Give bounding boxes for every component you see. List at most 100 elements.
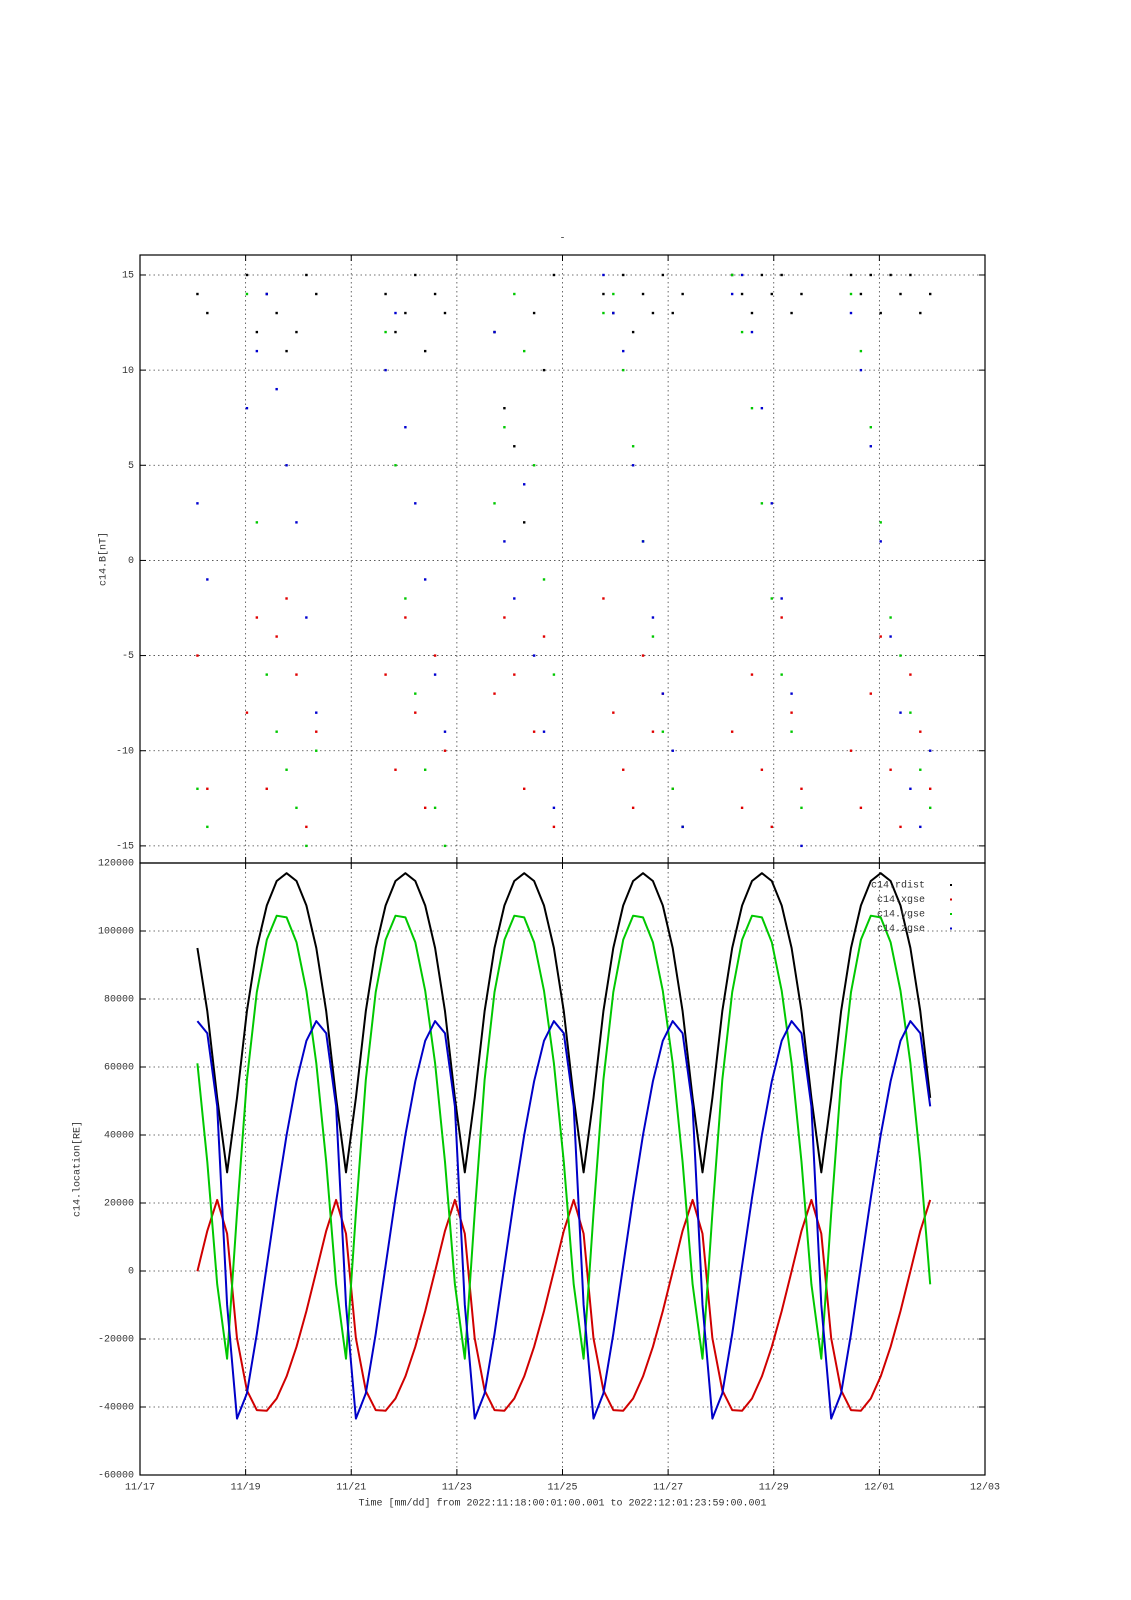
scatter-point <box>433 292 437 296</box>
scatter-point <box>414 692 417 695</box>
scatter-point <box>404 597 407 600</box>
scatter-point <box>285 597 288 600</box>
scatter-point <box>513 673 516 676</box>
scatter-point <box>275 387 278 391</box>
scatter-point <box>384 368 387 372</box>
legend-swatch <box>950 913 952 915</box>
scatter-point <box>443 844 447 848</box>
x-tick-label: 11/25 <box>547 1482 577 1494</box>
scatter-point <box>760 502 764 505</box>
legend-swatch <box>950 884 952 886</box>
scatter-point <box>671 749 674 752</box>
scatter-point <box>523 349 526 353</box>
scatter-point <box>622 349 625 353</box>
scatter-point <box>404 311 407 315</box>
scatter-point <box>681 825 684 829</box>
scatter-point <box>740 292 744 296</box>
scatter-point <box>899 292 902 296</box>
scatter-point <box>265 673 268 676</box>
scatter-point <box>651 635 655 638</box>
scatter-point <box>612 711 615 714</box>
scatter-point <box>433 806 437 810</box>
scatter-point <box>681 292 684 296</box>
scatter-point <box>305 273 308 277</box>
scatter-point <box>879 521 882 524</box>
scatter-point <box>879 635 882 638</box>
scatter-point <box>730 273 734 277</box>
y-tick-label: 15 <box>122 271 134 282</box>
scatter-point <box>315 730 318 733</box>
scatter-point <box>612 292 615 296</box>
legend-label: c14.rdist <box>871 880 925 892</box>
scatter-point <box>433 654 437 657</box>
scatter-point <box>641 540 645 543</box>
scatter-point <box>542 368 546 372</box>
scatter-point <box>493 502 496 505</box>
scatter-point <box>423 768 427 771</box>
scatter-point <box>889 635 892 638</box>
scatter-point <box>929 749 932 752</box>
scatter-point <box>394 311 397 315</box>
scatter-point <box>394 464 397 467</box>
y-tick-label: -60000 <box>98 1471 134 1482</box>
scatter-point <box>285 349 288 353</box>
scatter-point <box>523 483 526 486</box>
scatter-point <box>206 787 209 790</box>
scatter-point <box>206 311 209 315</box>
x-tick-label: 11/29 <box>759 1482 789 1494</box>
scatter-point <box>532 730 536 733</box>
scatter-point <box>899 654 902 657</box>
x-tick-label: 11/21 <box>336 1482 366 1494</box>
scatter-point <box>404 616 407 619</box>
scatter-point <box>265 787 268 790</box>
scatter-point <box>542 635 546 638</box>
scatter-point <box>740 273 744 277</box>
scatter-point <box>196 502 199 505</box>
y-tick-label: 40000 <box>104 1131 134 1142</box>
scatter-point <box>295 521 298 524</box>
scatter-point <box>899 711 902 714</box>
scatter-point <box>423 349 427 353</box>
scatter-point <box>780 597 783 600</box>
scatter-point <box>503 406 506 410</box>
scatter-point <box>740 330 744 334</box>
y-tick-label: 5 <box>128 461 134 472</box>
scatter-point <box>622 273 625 277</box>
scatter-point <box>493 692 496 695</box>
y-tick-label: 0 <box>128 1267 134 1278</box>
x-tick-label: 11/27 <box>653 1482 683 1494</box>
scatter-point <box>730 292 734 296</box>
scatter-point <box>532 464 536 467</box>
scatter-point <box>919 768 922 771</box>
y-tick-label: 0 <box>128 556 134 567</box>
scatter-point <box>423 806 427 810</box>
scatter-point <box>859 368 863 372</box>
scatter-point <box>770 597 773 600</box>
legend-label: c14.zgse <box>877 924 925 935</box>
y-tick-label: 20000 <box>104 1199 134 1210</box>
scatter-point <box>275 311 278 315</box>
scatter-point <box>651 730 655 733</box>
scatter-point <box>790 730 793 733</box>
scatter-point <box>315 711 318 714</box>
scatter-point <box>493 330 496 334</box>
scatter-point <box>770 502 773 505</box>
scatter-point <box>295 330 298 334</box>
scatter-point <box>542 578 546 581</box>
scatter-point <box>523 521 526 524</box>
x-tick-label: 11/17 <box>125 1482 155 1494</box>
scatter-point <box>750 673 754 676</box>
scatter-point <box>869 273 872 277</box>
scatter-point <box>602 597 605 600</box>
scatter-point <box>503 616 506 619</box>
legend-label: c14.xgse <box>877 895 925 906</box>
scatter-point <box>800 844 803 848</box>
scatter-point <box>513 292 516 296</box>
scatter-point <box>602 292 605 296</box>
scatter-point <box>879 311 882 315</box>
line-series <box>196 1020 932 1420</box>
scatter-point <box>859 292 863 296</box>
scatter-point <box>730 730 734 733</box>
